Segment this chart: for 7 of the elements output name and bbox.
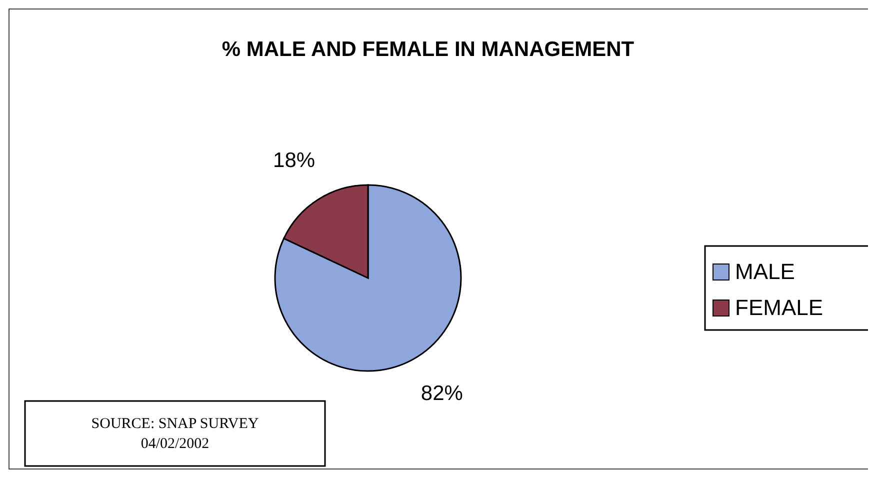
legend-label: FEMALE (735, 295, 824, 320)
data-label: 82% (420, 382, 463, 406)
data-label: 18% (273, 149, 316, 172)
pie-slice (274, 184, 462, 372)
legend-label: MALE (735, 259, 795, 284)
chart-title: % MALE AND FEMALE IN MANAGEMENT (222, 38, 634, 61)
source-note: SOURCE: SNAP SURVEY 04/02/2002 (91, 416, 259, 452)
